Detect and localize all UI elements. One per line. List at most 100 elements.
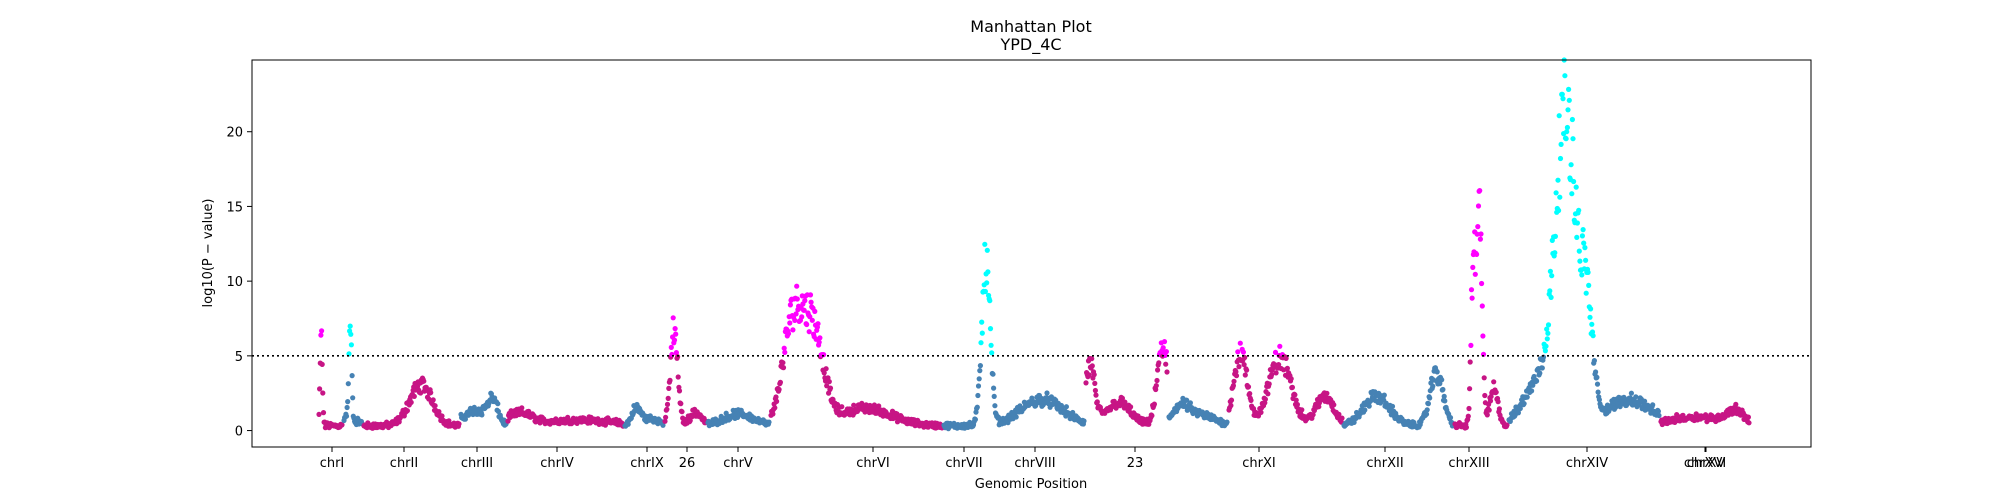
data-point: [987, 326, 994, 332]
data-point: [977, 368, 983, 374]
data-point: [992, 403, 998, 409]
data-point: [678, 401, 684, 407]
data-point: [1555, 177, 1561, 183]
data-point: [1534, 378, 1540, 384]
x-tick-label: chrXII: [1366, 456, 1403, 471]
data-point: [1582, 245, 1588, 251]
data-point: [1486, 407, 1492, 413]
data-point: [1187, 400, 1193, 406]
data-point: [676, 388, 683, 394]
y-tick-label: 20: [226, 126, 243, 141]
data-point: [667, 377, 673, 383]
data-point: [1425, 401, 1431, 407]
data-point: [1565, 107, 1571, 113]
data-point: [1184, 397, 1190, 403]
data-point: [662, 418, 668, 424]
x-tick-label: chrII: [390, 456, 418, 471]
data-point: [1487, 398, 1494, 404]
data-point: [839, 404, 845, 410]
data-point: [780, 365, 787, 371]
data-point: [1244, 367, 1250, 373]
y-tick-label: 0: [235, 425, 243, 440]
data-point: [1556, 113, 1562, 119]
data-point: [1463, 424, 1469, 430]
data-point: [404, 408, 410, 414]
x-tick-label: chrXVI: [1684, 456, 1726, 471]
data-point: [671, 337, 678, 343]
data-point: [1491, 379, 1497, 385]
data-point: [348, 342, 354, 348]
data-point: [1587, 314, 1593, 320]
data-point: [1423, 411, 1430, 417]
x-tick-label: chrVI: [856, 456, 889, 471]
data-point: [1475, 224, 1481, 230]
data-point: [1230, 383, 1236, 389]
data-point: [1569, 116, 1575, 123]
data-point: [1276, 362, 1282, 368]
data-point: [988, 342, 994, 348]
data-point: [1155, 367, 1161, 373]
data-point: [1389, 403, 1396, 409]
data-point: [1122, 399, 1128, 405]
data-point: [1233, 373, 1240, 379]
data-point: [1366, 403, 1372, 409]
data-point: [456, 421, 462, 427]
data-point: [320, 390, 326, 396]
data-point: [790, 327, 796, 333]
data-point: [821, 370, 827, 376]
data-point: [673, 331, 679, 337]
y-tick-label: 10: [226, 275, 243, 290]
data-point: [1549, 273, 1555, 279]
data-point: [1496, 406, 1502, 412]
data-point: [1479, 303, 1485, 309]
x-tick-label: 26: [679, 456, 696, 471]
data-point: [1044, 390, 1050, 396]
data-point: [801, 307, 807, 313]
data-point: [826, 379, 832, 385]
data-point: [666, 385, 672, 391]
data-point: [1293, 397, 1299, 403]
data-point: [1480, 333, 1486, 339]
data-point: [851, 402, 857, 408]
data-point: [1547, 268, 1553, 274]
data-point: [984, 247, 990, 253]
chart-subtitle: YPD_4C: [999, 35, 1061, 55]
data-point: [1566, 86, 1572, 92]
data-point: [1552, 250, 1558, 256]
data-point: [806, 329, 812, 335]
data-point: [774, 398, 780, 404]
data-point: [1093, 392, 1099, 398]
x-tick-label: chrIX: [630, 456, 664, 471]
data-point: [1439, 377, 1445, 383]
data-point: [1119, 395, 1125, 401]
data-point: [1544, 336, 1550, 342]
data-point: [1477, 236, 1483, 242]
data-point: [979, 319, 985, 325]
data-point: [1272, 349, 1279, 355]
data-point: [1310, 412, 1316, 418]
data-point: [1746, 420, 1752, 426]
data-point: [1294, 401, 1300, 408]
data-point: [1277, 343, 1283, 349]
data-point: [1581, 240, 1587, 246]
data-point: [812, 308, 818, 314]
data-point: [1576, 248, 1582, 254]
data-point: [1556, 207, 1562, 214]
data-point: [766, 419, 772, 425]
data-point: [1495, 399, 1501, 405]
data-point: [1548, 294, 1554, 300]
data-point: [320, 410, 327, 416]
data-point: [1430, 383, 1436, 389]
data-point: [1248, 397, 1254, 403]
data-point: [785, 331, 792, 337]
data-point: [1063, 404, 1069, 410]
y-axis-ticks: 0 5 10 15 20: [226, 126, 252, 440]
data-point: [1224, 419, 1230, 425]
data-point: [1474, 231, 1480, 237]
x-tick-label: chrVII: [945, 456, 982, 471]
data-point: [1427, 395, 1433, 401]
data-point: [1574, 220, 1580, 226]
data-point: [1128, 404, 1134, 410]
data-point: [1628, 390, 1634, 396]
x-tick-label: chrV: [723, 456, 753, 471]
